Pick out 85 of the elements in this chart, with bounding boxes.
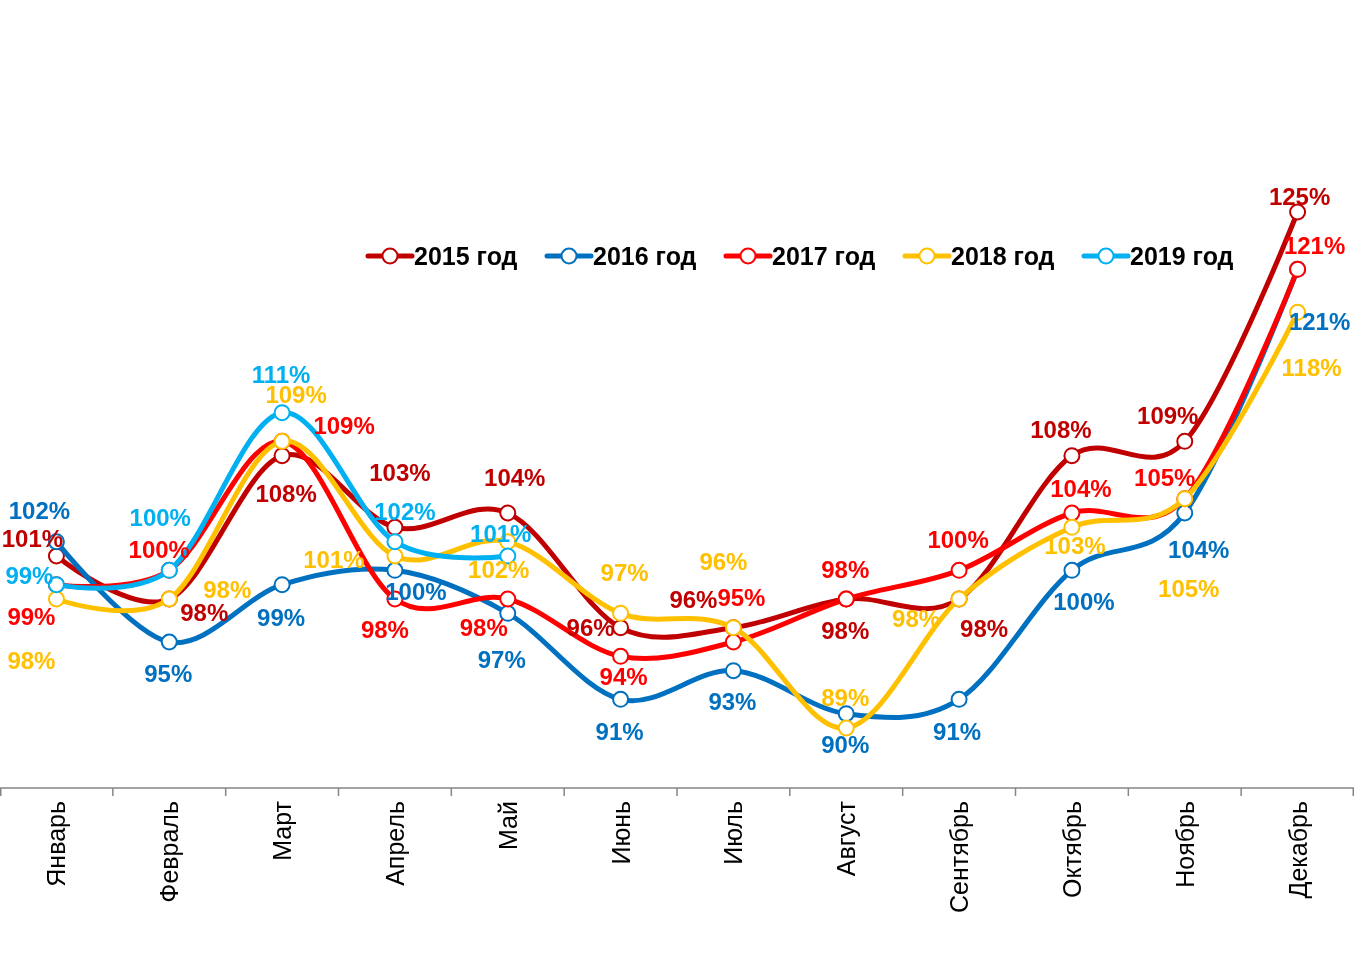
data-label: 89% xyxy=(821,683,870,711)
data-label: 108% xyxy=(255,480,317,508)
legend-label: 2018 год xyxy=(951,242,1055,270)
x-tick-label: Август xyxy=(832,800,861,877)
data-label: 100% xyxy=(129,503,191,531)
data-label: 102% xyxy=(374,498,436,526)
point xyxy=(837,705,855,723)
data-label: 102% xyxy=(8,497,71,525)
data-label: 99% xyxy=(257,604,306,632)
data-label: 109% xyxy=(1137,401,1199,429)
data-label: 108% xyxy=(1030,416,1092,444)
point xyxy=(1063,447,1081,465)
data-label: 98% xyxy=(7,646,56,674)
data-label: 97% xyxy=(477,645,526,673)
data-label: 99% xyxy=(5,562,54,590)
data-label: 125% xyxy=(1268,182,1331,210)
x-tick-label: Декабрь xyxy=(1283,801,1312,899)
legend-label: 2015 год xyxy=(414,242,518,270)
point xyxy=(160,633,178,651)
point xyxy=(837,719,855,737)
data-label: 98% xyxy=(960,614,1009,642)
x-tick-label: Сентябрь xyxy=(945,801,974,913)
point xyxy=(1063,504,1081,522)
data-label: 98% xyxy=(821,555,870,583)
x-tick-label: Февраль xyxy=(155,801,184,903)
x-tick-label: Май xyxy=(493,801,522,850)
data-label: 99% xyxy=(7,603,56,631)
x-tick-label: Январь xyxy=(42,801,71,887)
point xyxy=(47,590,65,608)
data-label: 100% xyxy=(385,577,447,605)
x-tick-label: Март xyxy=(268,800,297,861)
data-label: 98% xyxy=(459,613,508,641)
data-label: 121% xyxy=(1283,231,1346,259)
point xyxy=(386,547,404,565)
point xyxy=(724,633,742,651)
data-label: 90% xyxy=(821,731,870,759)
data-label: 96% xyxy=(699,548,748,576)
point xyxy=(950,690,968,708)
data-label: 100% xyxy=(927,525,989,553)
data-label: 98% xyxy=(360,615,409,643)
x-tick-label: Апрель xyxy=(380,801,409,886)
data-label: 105% xyxy=(1134,464,1196,492)
point xyxy=(950,561,968,579)
x-tick-label: Июль xyxy=(719,801,748,865)
x-tick-label: Октябрь xyxy=(1057,801,1086,898)
data-label: 97% xyxy=(600,558,649,586)
point xyxy=(612,690,630,708)
data-label: 104% xyxy=(1050,474,1112,502)
data-label: 103% xyxy=(369,458,431,486)
data-label: 118% xyxy=(1281,353,1342,381)
data-label: 96% xyxy=(669,586,718,614)
point xyxy=(1063,561,1081,579)
data-label: 95% xyxy=(717,583,766,611)
point xyxy=(273,447,291,465)
data-label: 93% xyxy=(708,688,757,716)
data-label: 104% xyxy=(1168,535,1230,563)
data-label: 109% xyxy=(313,411,375,439)
legend-label: 2017 год xyxy=(772,242,876,270)
data-label: 104% xyxy=(484,463,546,491)
point xyxy=(386,533,404,551)
data-label: 94% xyxy=(599,662,648,690)
data-label: 103% xyxy=(1044,531,1106,559)
legend-label: 2016 год xyxy=(593,242,697,270)
point xyxy=(1176,504,1194,522)
point xyxy=(273,404,291,422)
data-label: 95% xyxy=(144,659,193,687)
point xyxy=(273,576,291,594)
point xyxy=(386,561,404,579)
point xyxy=(1063,518,1081,536)
legend-label: 2019 год xyxy=(1130,242,1234,270)
data-label: 105% xyxy=(1158,575,1220,603)
data-label: 100% xyxy=(1053,587,1115,615)
point xyxy=(499,504,517,522)
x-tick-label: Ноябрь xyxy=(1170,801,1199,888)
point xyxy=(612,647,630,665)
data-label: 91% xyxy=(595,717,644,745)
data-label: 102% xyxy=(468,556,530,584)
data-label: 101% xyxy=(303,545,365,573)
point xyxy=(499,590,517,608)
point xyxy=(724,662,742,680)
x-tick-label: Июнь xyxy=(606,801,635,865)
data-label: 98% xyxy=(821,616,870,644)
point xyxy=(1176,432,1194,450)
data-label: 91% xyxy=(933,717,982,745)
point xyxy=(612,604,630,622)
